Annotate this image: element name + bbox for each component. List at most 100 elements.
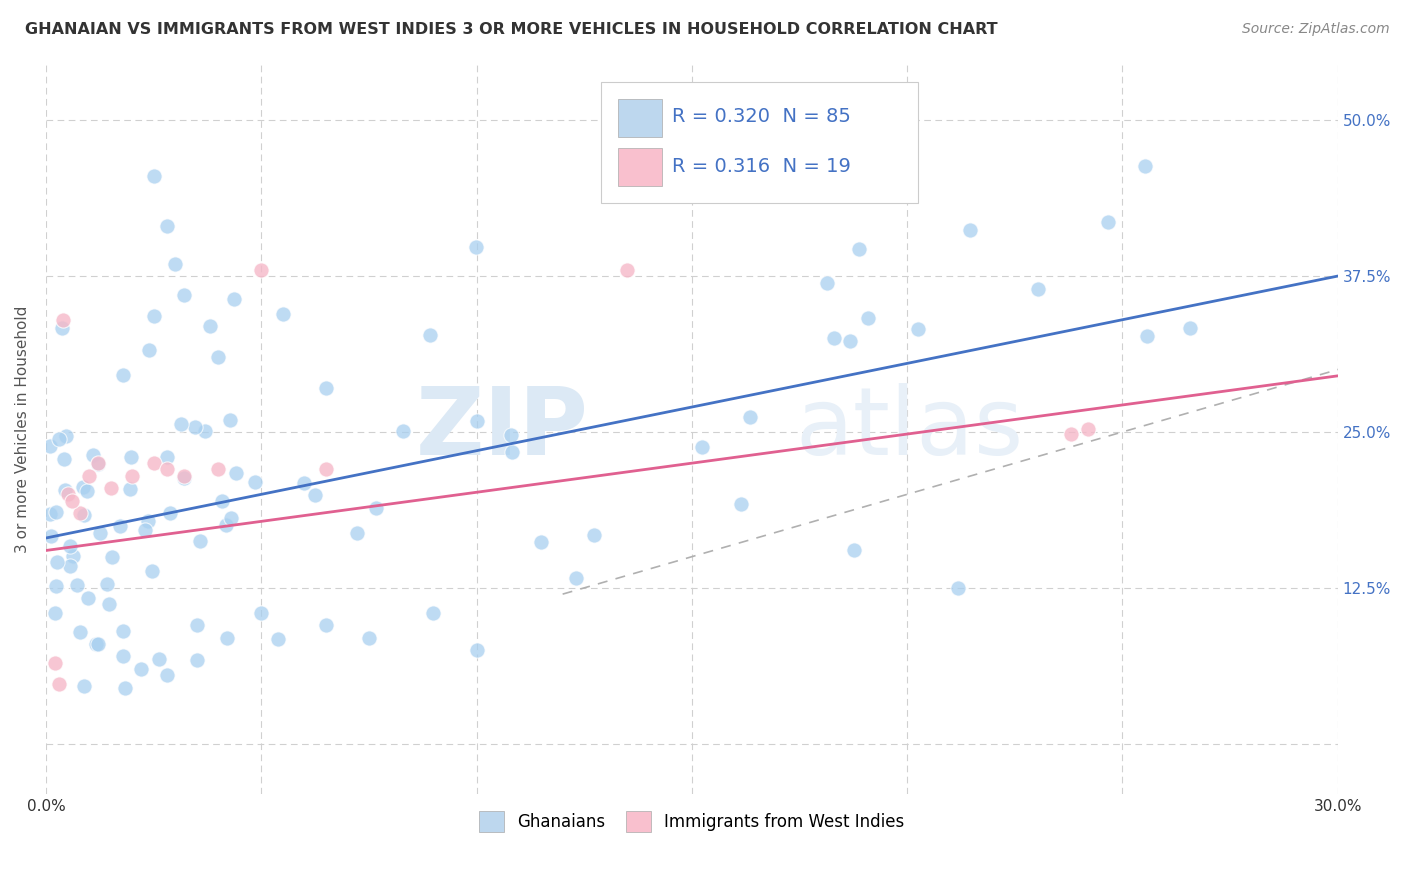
Point [194,425,217,439]
FancyBboxPatch shape [602,82,918,202]
Point [110,518,132,533]
Point [45,579,67,593]
Point [112,624,135,639]
Point [39,439,62,453]
Point [138,343,160,357]
Point [219,511,242,525]
Point [60,493,83,508]
Point [1026,282,1049,296]
Text: R = 0.320  N = 85: R = 0.320 N = 85 [672,107,851,126]
Point [69,624,91,639]
Point [357,631,380,645]
Point [112,649,135,664]
Point [1133,159,1156,173]
Point [141,565,163,579]
Point [72,480,94,494]
Point [271,306,294,320]
Point [250,263,273,277]
Point [315,381,337,395]
Point [1180,321,1202,335]
Point [87,457,110,471]
Point [842,543,865,558]
Point [465,414,488,428]
Point [66,578,89,592]
Point [250,606,273,620]
Point [134,523,156,537]
Point [730,497,752,511]
Y-axis label: 3 or more Vehicles in Household: 3 or more Vehicles in Household [15,305,30,552]
Point [48,433,70,447]
Point [465,643,488,657]
Point [815,276,838,290]
Point [207,350,229,364]
Point [364,500,387,515]
Point [73,679,96,693]
Point [55,429,77,443]
Point [858,311,880,326]
Point [48,677,70,691]
Point [44,656,66,670]
Point [616,263,638,277]
Point [155,668,177,682]
Point [738,409,761,424]
Point [129,662,152,676]
Point [198,318,221,333]
Point [97,597,120,611]
Point [82,448,104,462]
Point [422,606,444,620]
Point [121,468,143,483]
Point [156,450,179,464]
Point [224,292,246,306]
Point [207,462,229,476]
Point [582,527,605,541]
Point [84,637,107,651]
Point [59,559,82,574]
Point [39,508,62,522]
Point [391,424,413,438]
Point [100,481,122,495]
Point [77,591,100,605]
Point [565,571,588,585]
Point [315,618,337,632]
Point [225,467,247,481]
Point [170,417,193,432]
Point [501,428,523,442]
Point [86,456,108,470]
Point [39,529,62,543]
Point [848,242,870,256]
Text: Source: ZipAtlas.com: Source: ZipAtlas.com [1241,22,1389,37]
Point [136,514,159,528]
FancyBboxPatch shape [619,148,662,186]
Point [188,534,211,549]
Point [96,577,118,591]
Point [186,618,208,632]
Point [52,312,75,326]
Point [52,452,75,467]
Point [120,450,142,464]
Point [211,494,233,508]
Point [823,331,845,345]
Point [45,505,67,519]
Point [120,482,142,496]
Point [142,169,165,184]
Point [465,240,488,254]
Point [45,555,67,569]
Point [419,327,441,342]
Point [142,456,165,470]
Text: atlas: atlas [796,383,1024,475]
Point [100,549,122,564]
Point [1097,215,1119,229]
Point [946,581,969,595]
Point [959,223,981,237]
Point [165,257,187,271]
Point [215,517,238,532]
Point [304,488,326,502]
Point [346,525,368,540]
Point [159,506,181,520]
Point [173,468,195,483]
Point [245,475,267,489]
Point [77,468,100,483]
Point [155,219,177,234]
Point [173,471,195,485]
Point [838,334,860,348]
